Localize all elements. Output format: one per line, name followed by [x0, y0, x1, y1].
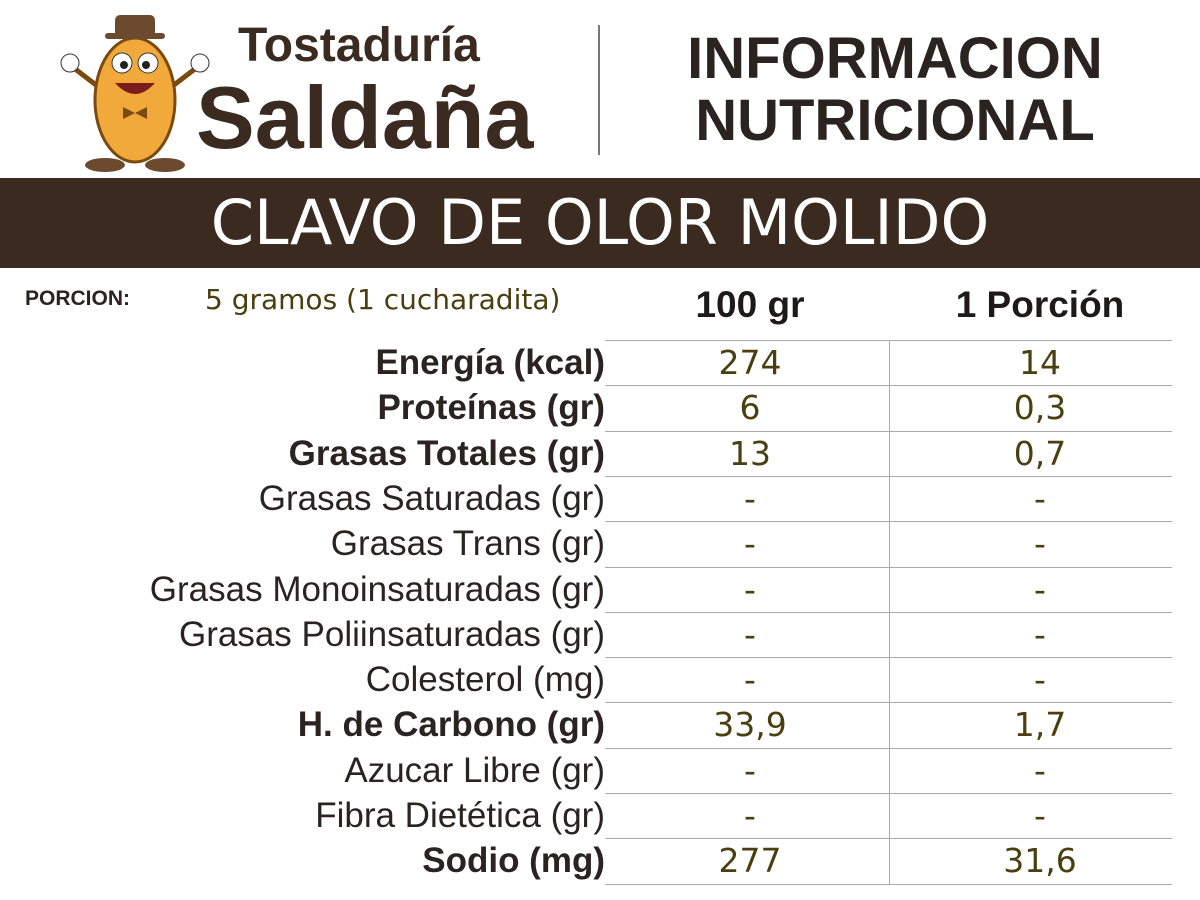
brand-top: Tostaduría — [238, 19, 480, 72]
row-line — [605, 475, 1172, 477]
cell-value: 13 — [729, 433, 771, 473]
cell-value: - — [1034, 750, 1046, 790]
cell-value: 33,9 — [713, 705, 787, 745]
row-label: Sodio (mg) — [422, 841, 605, 881]
row-line — [605, 566, 1172, 568]
row-label: Proteínas (gr) — [377, 388, 605, 428]
cell-value: - — [1034, 660, 1046, 700]
row-line — [605, 657, 1172, 659]
cell-value: 31,6 — [1003, 841, 1077, 881]
cell-value: - — [1034, 478, 1046, 518]
row-line — [605, 611, 1172, 613]
product-name: CLAVO DE OLOR MOLIDO — [210, 186, 990, 259]
cell-value: 0,3 — [1013, 388, 1067, 428]
cell-value: - — [1034, 796, 1046, 835]
mascot — [60, 15, 210, 172]
cell-value: - — [744, 569, 756, 609]
row-label: Fibra Dietética (gr) — [315, 796, 605, 835]
cell-value: - — [744, 660, 756, 700]
cell-value: 277 — [718, 841, 782, 881]
cell-value: 274 — [718, 343, 782, 382]
row-line — [605, 793, 1172, 794]
column-header: 1 Porción — [955, 284, 1125, 325]
cell-value: - — [744, 750, 756, 790]
cell-value: - — [1034, 524, 1046, 564]
portion-label: PORCION: — [25, 287, 130, 310]
cell-value: 6 — [739, 388, 761, 428]
cell-value: - — [744, 478, 756, 518]
row-label: H. de Carbono (gr) — [297, 705, 605, 745]
brand-bottom: Saldaña — [196, 68, 534, 167]
row-label: Grasas Monoinsaturadas (gr) — [149, 569, 605, 609]
row-line — [605, 521, 1172, 523]
cell-value: - — [744, 614, 756, 654]
row-label: Grasas Totales (gr) — [288, 433, 605, 473]
row-label: Energía (kcal) — [375, 343, 605, 382]
row-label: Azucar Libre (gr) — [344, 750, 605, 790]
cell-value: - — [744, 524, 756, 564]
row-label: Grasas Trans (gr) — [330, 524, 605, 564]
row-label: Colesterol (mg) — [365, 660, 605, 700]
cell-value: 0,7 — [1013, 433, 1067, 473]
row-line — [605, 747, 1172, 749]
cell-value: - — [1034, 569, 1046, 609]
row-label: Grasas Saturadas (gr) — [258, 478, 605, 518]
cell-value: 14 — [1019, 343, 1061, 382]
row-line — [605, 883, 1172, 885]
cell-value: 1,7 — [1013, 705, 1067, 745]
product-band: CLAVO DE OLOR MOLIDO — [0, 178, 1200, 268]
row-line — [605, 340, 1172, 341]
column-line — [889, 340, 890, 884]
title-line: NUTRICIONAL — [695, 88, 1095, 153]
cell-value: - — [744, 796, 756, 835]
divider — [598, 25, 600, 155]
column-header: 100 gr — [695, 284, 805, 325]
row-line — [605, 430, 1172, 432]
row-label: Grasas Poliinsaturadas (gr) — [179, 614, 605, 654]
cell-value: - — [1034, 614, 1046, 654]
portion-value: 5 gramos (1 cucharadita) — [205, 283, 561, 316]
title: INFORMACION NUTRICIONAL — [600, 28, 1190, 152]
row-line — [605, 385, 1172, 387]
row-line — [605, 702, 1172, 704]
title-line: INFORMACION — [687, 26, 1103, 91]
row-line — [605, 838, 1172, 840]
